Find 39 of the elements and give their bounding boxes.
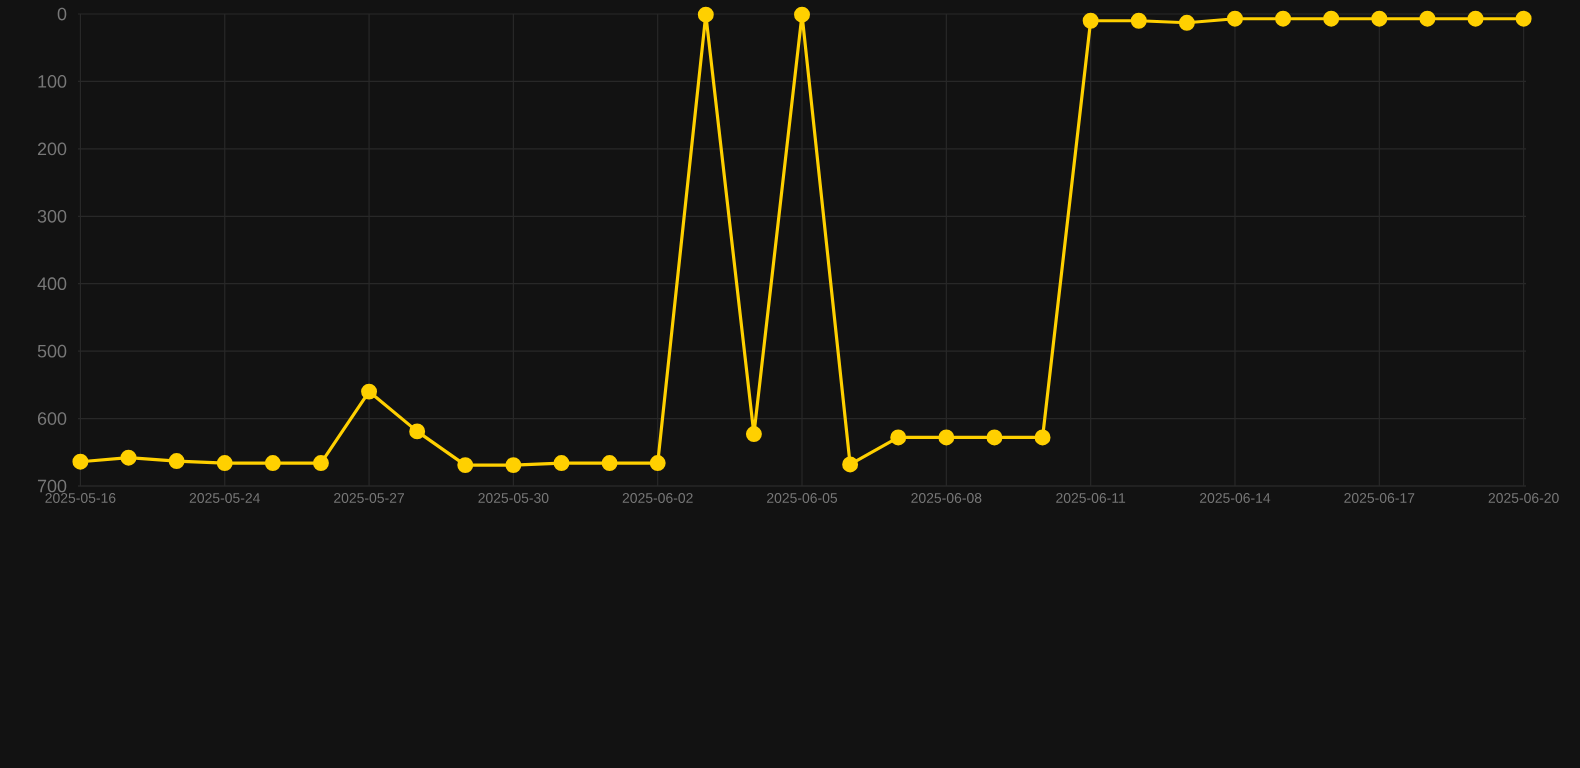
point bbox=[794, 6, 810, 23]
point bbox=[72, 453, 89, 470]
point bbox=[1515, 10, 1532, 27]
point bbox=[361, 383, 378, 400]
point bbox=[986, 429, 1003, 446]
point bbox=[505, 457, 522, 474]
point bbox=[649, 455, 666, 472]
point bbox=[745, 426, 762, 443]
point bbox=[312, 455, 329, 472]
point bbox=[264, 455, 281, 472]
y-tick-label: 400 bbox=[37, 277, 67, 291]
point bbox=[890, 429, 907, 446]
point bbox=[1082, 12, 1099, 29]
point bbox=[1275, 10, 1292, 27]
point bbox=[842, 456, 859, 473]
point bbox=[1371, 10, 1388, 27]
point bbox=[1227, 10, 1243, 27]
point bbox=[1178, 14, 1195, 31]
point bbox=[601, 455, 618, 472]
point bbox=[553, 455, 570, 472]
point bbox=[1467, 10, 1484, 27]
point bbox=[697, 6, 714, 23]
point bbox=[168, 453, 185, 470]
y-tick-label: 700 bbox=[37, 479, 67, 493]
y-tick-label: 500 bbox=[37, 344, 67, 358]
y-tick-label: 200 bbox=[37, 142, 67, 156]
y-tick-label: 300 bbox=[37, 209, 67, 223]
y-tick-label: 0 bbox=[57, 7, 67, 21]
point bbox=[1130, 12, 1147, 29]
point bbox=[409, 423, 426, 440]
y-tick-label: 600 bbox=[37, 412, 67, 425]
point bbox=[120, 449, 137, 466]
point bbox=[938, 429, 955, 446]
point bbox=[216, 455, 233, 472]
point bbox=[1034, 429, 1051, 446]
point bbox=[1419, 10, 1436, 27]
y-tick-label: 100 bbox=[38, 75, 67, 88]
point bbox=[457, 457, 474, 474]
point bbox=[1323, 10, 1340, 27]
